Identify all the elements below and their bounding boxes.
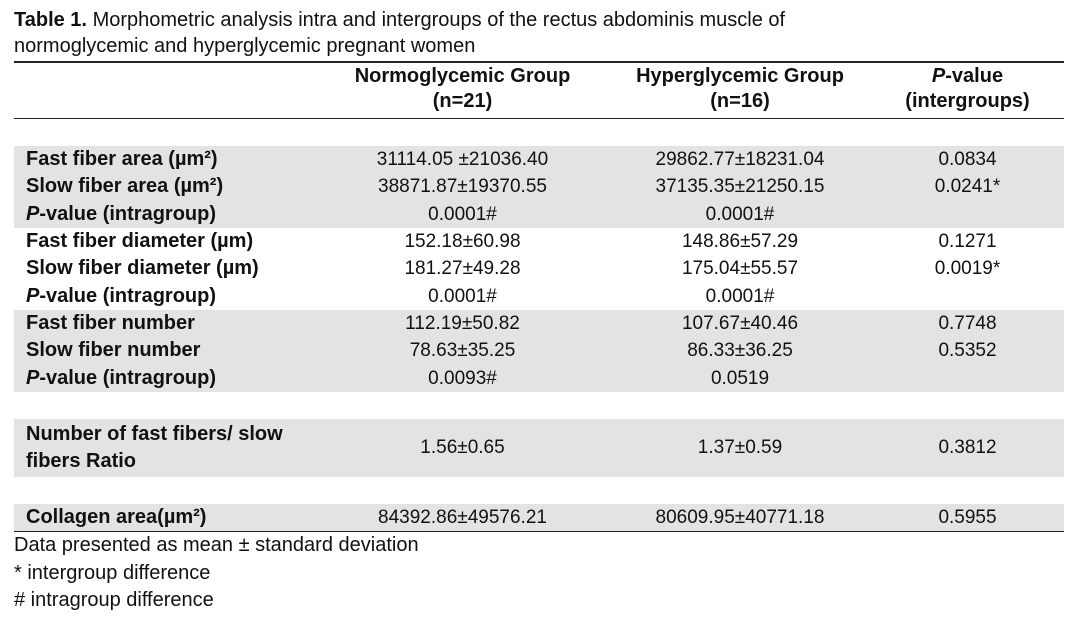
cell: 1.37±0.59 [697, 437, 783, 458]
row-label: Fast fiber number [26, 310, 195, 337]
row-label: P-value (intragroup) [26, 201, 216, 228]
cell: 0.0001# [705, 285, 775, 307]
row-band [14, 419, 1064, 477]
column-header: Hyperglycemic Group (n=16) [610, 64, 870, 114]
column-header-text: Normoglycemic Group (n=21) [354, 65, 571, 112]
column-header: P-value (intergroups) [880, 64, 1055, 114]
row-label: Fast fiber area (µm²) [26, 146, 218, 173]
cell: 0.0093# [428, 367, 497, 389]
row-label-text: -value (intragroup) [39, 202, 217, 225]
note: Data presented as mean ± standard deviat… [14, 534, 419, 556]
cell: 0.7748 [938, 313, 997, 334]
row-label-text: Slow fiber area (µm²) [26, 175, 224, 198]
column-header: Normoglycemic Group (n=21) [350, 64, 575, 114]
row-label-text: -value (intragroup) [39, 284, 217, 307]
cell: 31114.05 ±21036.40 [376, 149, 549, 170]
note: # intragroup difference [14, 589, 214, 611]
table-title: Table 1. Morphometric analysis intra and… [14, 7, 785, 33]
row-label-em: P [26, 366, 40, 389]
cell: 0.0001# [428, 285, 497, 307]
cell: 0.5955 [938, 507, 997, 528]
cell: 0.0019* [934, 258, 1001, 280]
row-label: Slow fiber area (µm²) [26, 173, 223, 200]
title-text: Morphometric analysis intra and intergro… [92, 9, 786, 31]
rule [14, 61, 1064, 63]
row-label: Slow fiber diameter (µm) [26, 255, 259, 282]
row-band [14, 504, 1064, 532]
cell: 0.1271 [938, 231, 997, 252]
cell: 38871.87±19370.55 [378, 176, 547, 198]
column-header-em: P [931, 65, 946, 87]
cell: 0.3812 [938, 437, 997, 458]
row-label-em: P [26, 284, 40, 307]
row-label-text: Number of fast fibers/ slow fibers Ratio [26, 423, 283, 472]
cell: 175.04±55.57 [681, 258, 799, 280]
rule [14, 118, 1064, 119]
cell: 0.5352 [938, 340, 997, 362]
cell: 0.0001# [428, 203, 497, 225]
column-header-text: -value (intergroups) [905, 65, 1030, 112]
title-text: normoglycemic and hyperglycemic pregnant… [14, 35, 476, 57]
cell: 78.63±35.25 [409, 340, 516, 362]
cell: 37135.35±21250.15 [655, 176, 825, 198]
row-label-text: -value (intragroup) [39, 366, 217, 389]
cell: 29862.77±18231.04 [655, 149, 825, 170]
row-label: P-value (intragroup) [26, 365, 216, 392]
row-label: Fast fiber diameter (µm) [26, 228, 253, 255]
row-label-text: Fast fiber diameter (µm) [26, 230, 254, 252]
cell: 148.86±57.29 [681, 231, 799, 252]
row-label-text: Slow fiber number [26, 339, 201, 362]
cell: 107.67±40.46 [681, 313, 799, 334]
row-label-text: Fast fiber number [26, 312, 195, 334]
row-label: P-value (intragroup) [26, 283, 216, 310]
row-label-text: Slow fiber diameter (µm) [26, 257, 259, 280]
note: * intergroup difference [14, 561, 211, 584]
row-label: Collagen area(µm²) [26, 504, 206, 531]
row-band [14, 310, 1064, 392]
row-label-text: Fast fiber area (µm²) [26, 148, 218, 170]
row-band [14, 146, 1064, 228]
cell: 84392.86±49576.21 [378, 507, 547, 528]
cell: 181.27±49.28 [404, 258, 521, 280]
cell: 112.19±50.82 [405, 313, 520, 334]
row-label: Slow fiber number [26, 337, 200, 364]
cell: 0.0519 [710, 367, 770, 389]
cell: 152.18±60.98 [404, 231, 521, 252]
row-label: Number of fast fibers/ slow fibers Ratio [26, 421, 316, 475]
cell: 0.0001# [705, 203, 775, 225]
cell: 0.0834 [938, 149, 997, 170]
row-label-text: Collagen area(µm²) [26, 506, 207, 528]
cell: 80609.95±40771.18 [655, 507, 825, 528]
table-number: Table 1. [14, 9, 87, 31]
column-header-text: Hyperglycemic Group (n=16) [636, 65, 844, 112]
row-label-em: P [26, 202, 40, 225]
cell: 0.0241* [934, 176, 1001, 198]
cell: 1.56±0.65 [420, 437, 505, 458]
cell: 86.33±36.25 [687, 340, 793, 362]
